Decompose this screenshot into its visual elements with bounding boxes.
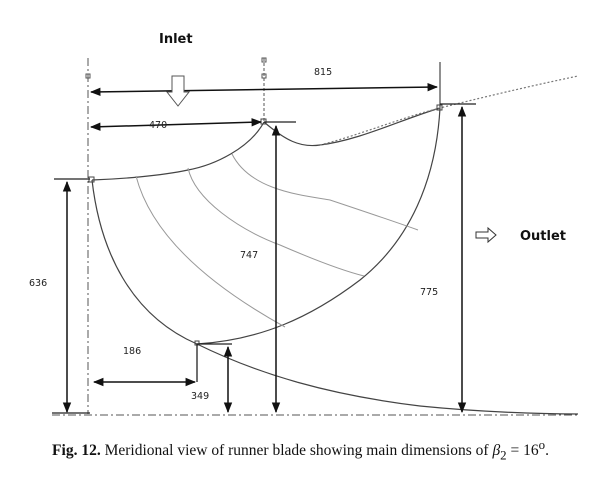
meridional-diagram: Inlet Outlet 815 470 636 747 775 186 349 [29, 32, 579, 416]
dimension-arrow-815 [89, 82, 439, 97]
dimension-label-470: 470 [149, 120, 167, 131]
trailing-edge-curve [196, 107, 441, 345]
dimension-label-349: 349 [191, 391, 209, 402]
dimension-arrow-470 [89, 118, 263, 131]
dimension-label-636: 636 [29, 278, 47, 289]
caption-text: Meridional view of runner blade showing … [104, 442, 489, 460]
caption-end: . [545, 442, 549, 460]
caption-symbol: β [492, 442, 501, 460]
leading-edge-curve [91, 121, 265, 181]
dimension-label-775: 775 [420, 287, 438, 298]
inlet-label: Inlet [159, 32, 193, 47]
caption-superscript: o [538, 437, 546, 452]
caption-equation: = 16 [506, 442, 539, 460]
caption-label: Fig. 12. [52, 442, 101, 460]
dimension-label-747: 747 [240, 250, 258, 261]
outlet-flow-arrow-icon [475, 226, 497, 244]
inlet-flow-arrow-icon [165, 75, 191, 107]
shroud-curve [91, 179, 579, 415]
blade-section-line [231, 153, 419, 231]
figure-caption: Fig. 12. Meridional view of runner blade… [0, 437, 601, 463]
hub-extension-dotted [319, 75, 579, 146]
outlet-label: Outlet [520, 229, 566, 244]
hub-curve [263, 107, 441, 147]
caption-subscript: 2 [500, 447, 507, 463]
blade-section-line [135, 175, 286, 328]
dimension-label-186: 186 [123, 346, 141, 357]
dimension-label-815: 815 [314, 67, 332, 78]
